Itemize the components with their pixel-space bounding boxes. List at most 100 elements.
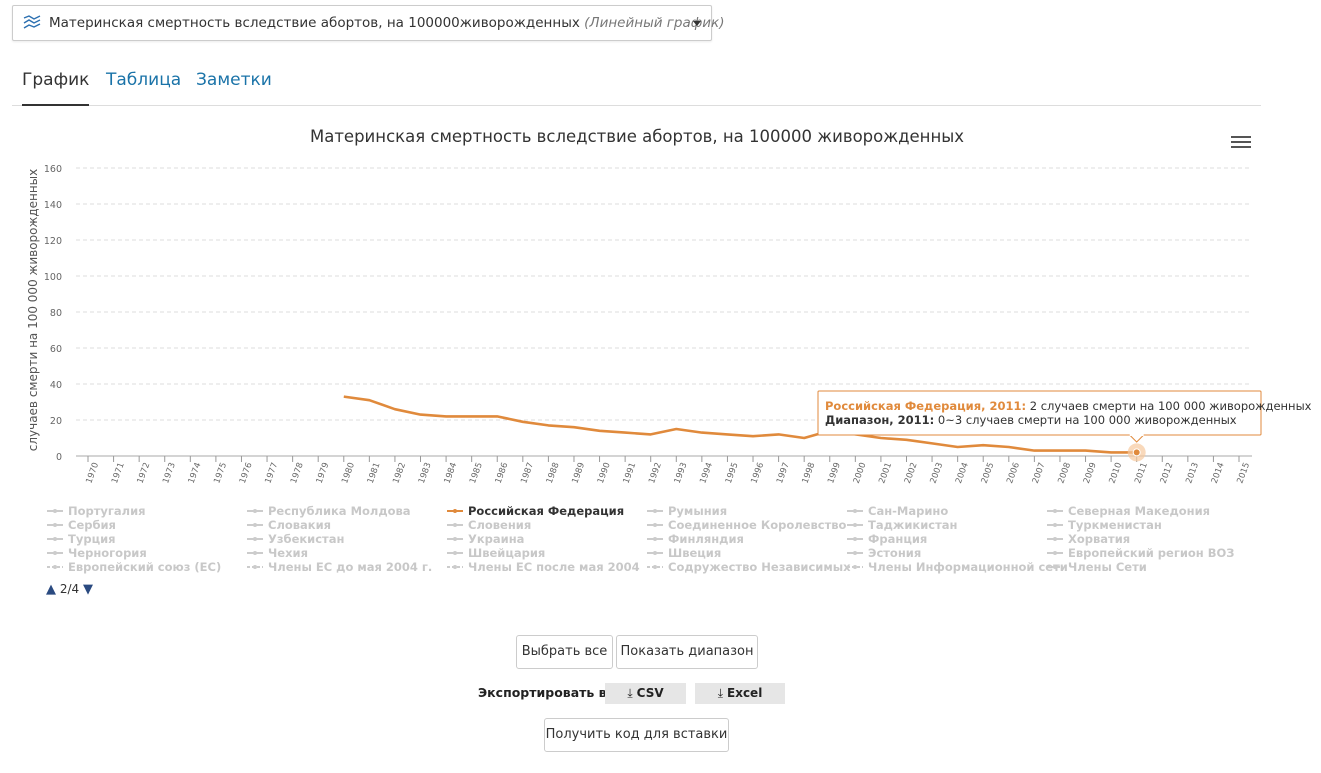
legend-item[interactable]: Швейцария <box>447 546 545 560</box>
chart-title: Материнская смертность вследствие аборто… <box>310 127 964 146</box>
tab-notes[interactable]: Заметки <box>196 70 272 90</box>
chart-menu-icon[interactable] <box>1231 134 1251 150</box>
legend-label: Соединенное Королевство <box>668 518 847 532</box>
export-csv-button[interactable]: ⤓ CSV <box>605 683 686 704</box>
indicator-title: Материнская смертность вследствие аборто… <box>49 15 580 31</box>
legend-page: 2/4 <box>59 582 80 596</box>
show-range-button[interactable]: Показать диапазон <box>616 635 758 669</box>
x-tick-label: 1972 <box>136 461 153 485</box>
legend-item[interactable]: Соединенное Королевство <box>647 518 847 532</box>
x-tick-label: 1995 <box>724 461 741 485</box>
legend-item[interactable]: Российская Федерация <box>447 504 624 518</box>
legend-item[interactable]: Содружество Независимых <box>647 560 851 574</box>
legend-item[interactable]: Члены ЕС до мая 2004 г. <box>247 560 432 574</box>
x-tick-label: 2005 <box>980 461 997 485</box>
y-tick-label: 120 <box>44 236 62 247</box>
tab-table[interactable]: Таблица <box>106 70 182 90</box>
legend-label: Румыния <box>668 504 727 518</box>
tooltip-line-2: Диапазон, 2011: 0~3 случаев смерти на 10… <box>825 413 1237 427</box>
export-label: Экспортировать в: <box>478 685 612 700</box>
legend-marker <box>253 509 257 513</box>
tab-chart[interactable]: График <box>22 70 90 106</box>
legend-item[interactable]: Северная Македония <box>1047 504 1210 518</box>
legend-item[interactable]: Европейский регион ВОЗ <box>1047 546 1234 560</box>
legend-marker <box>253 551 257 555</box>
legend-item[interactable]: Швеция <box>647 546 721 560</box>
legend-item[interactable]: Республика Молдова <box>247 504 411 518</box>
legend-item[interactable]: Сербия <box>47 518 116 532</box>
legend-marker <box>53 565 57 569</box>
legend-item[interactable]: Черногория <box>47 546 147 560</box>
x-tick-label: 1999 <box>826 461 843 485</box>
legend-item[interactable]: Чехия <box>247 546 308 560</box>
legend-label: Узбекистан <box>268 532 344 546</box>
legend-marker <box>653 537 657 541</box>
legend-item[interactable]: Хорватия <box>1047 532 1130 546</box>
download-icon: ⤓ <box>717 686 723 700</box>
embed-code-button[interactable]: Получить код для вставки <box>544 718 729 752</box>
legend-label: Европейский регион ВОЗ <box>1068 546 1234 560</box>
legend-item[interactable]: Португалия <box>47 504 146 518</box>
y-axis-label: случаев смерти на 100 000 живорожденных <box>26 169 40 452</box>
legend-item[interactable]: Украина <box>447 532 524 546</box>
legend-item[interactable]: Члены Информационной сети <box>847 560 1068 574</box>
tooltip-box <box>817 390 1262 436</box>
x-tick-label: 2002 <box>903 461 920 485</box>
x-tick-label: 1974 <box>187 461 204 485</box>
x-tick-label: 2006 <box>1005 461 1022 485</box>
legend-marker <box>53 523 57 527</box>
legend-item[interactable]: Словакия <box>247 518 331 532</box>
export-excel-button[interactable]: ⤓ Excel <box>695 683 785 704</box>
legend-marker <box>253 523 257 527</box>
legend-item[interactable]: Румыния <box>647 504 727 518</box>
series-line-russian-federation <box>343 395 1137 454</box>
legend-label: Члены ЕС после мая 2004 <box>468 560 640 574</box>
y-tick-label: 80 <box>50 308 62 319</box>
legend-item[interactable]: Члены Сети <box>1047 560 1147 574</box>
legend-label: Эстония <box>868 546 921 560</box>
legend-item[interactable]: Турция <box>47 532 116 546</box>
x-tick-label: 1994 <box>698 461 715 485</box>
legend-marker <box>53 509 57 513</box>
tooltip-series-text: 2 случаев смерти на 100 000 живорожденны… <box>1026 399 1312 413</box>
x-tick-label: 2000 <box>852 461 869 485</box>
legend-marker <box>1053 523 1057 527</box>
legend-label: Члены ЕС до мая 2004 г. <box>268 560 432 574</box>
legend-marker <box>253 537 257 541</box>
tooltip: Российская Федерация, 2011: 2 случаев см… <box>817 390 1312 443</box>
legend-marker <box>453 523 457 527</box>
legend-item[interactable]: Узбекистан <box>247 532 344 546</box>
legend-marker <box>453 551 457 555</box>
legend-marker <box>653 565 657 569</box>
legend-item[interactable]: Франция <box>847 532 927 546</box>
indicator-type: (Линейный график) <box>584 15 725 31</box>
tooltip-range-text: 0~3 случаев смерти на 100 000 живорожден… <box>934 413 1237 427</box>
select-all-button[interactable]: Выбрать все <box>516 635 613 669</box>
x-tick-label: 1988 <box>545 461 562 485</box>
legend-label: Члены Информационной сети <box>868 560 1068 574</box>
legend-label: Черногория <box>68 546 147 560</box>
indicator-dropdown[interactable]: Материнская смертность вследствие аборто… <box>12 5 724 41</box>
y-tick-label: 100 <box>44 272 62 283</box>
legend-item[interactable]: Сан-Марино <box>847 504 948 518</box>
legend-marker <box>453 509 457 513</box>
legend-item[interactable]: Члены ЕС после мая 2004 <box>447 560 640 574</box>
legend-label: Швеция <box>668 546 721 560</box>
legend-item[interactable]: Таджикистан <box>847 518 957 532</box>
legend-item[interactable]: Туркменистан <box>1047 518 1162 532</box>
x-tick-label: 1997 <box>775 461 792 485</box>
legend-marker <box>453 537 457 541</box>
x-tick-label: 1983 <box>417 461 434 485</box>
arrow-up-icon[interactable]: ▲ <box>46 582 56 597</box>
legend-item[interactable]: Финляндия <box>647 532 744 546</box>
x-tick-label: 1990 <box>596 461 613 485</box>
legend-label: Швейцария <box>468 546 545 560</box>
legend-item[interactable]: Словения <box>447 518 531 532</box>
arrow-down-icon[interactable]: ▼ <box>82 582 93 597</box>
y-tick-label: 60 <box>50 344 62 355</box>
x-tick-label: 1987 <box>519 461 536 485</box>
x-tick-label: 1982 <box>391 461 408 485</box>
legend-item[interactable]: Эстония <box>847 546 921 560</box>
legend-item[interactable]: Европейский союз (ЕС) <box>47 560 221 574</box>
x-tick-label: 2009 <box>1082 461 1099 485</box>
